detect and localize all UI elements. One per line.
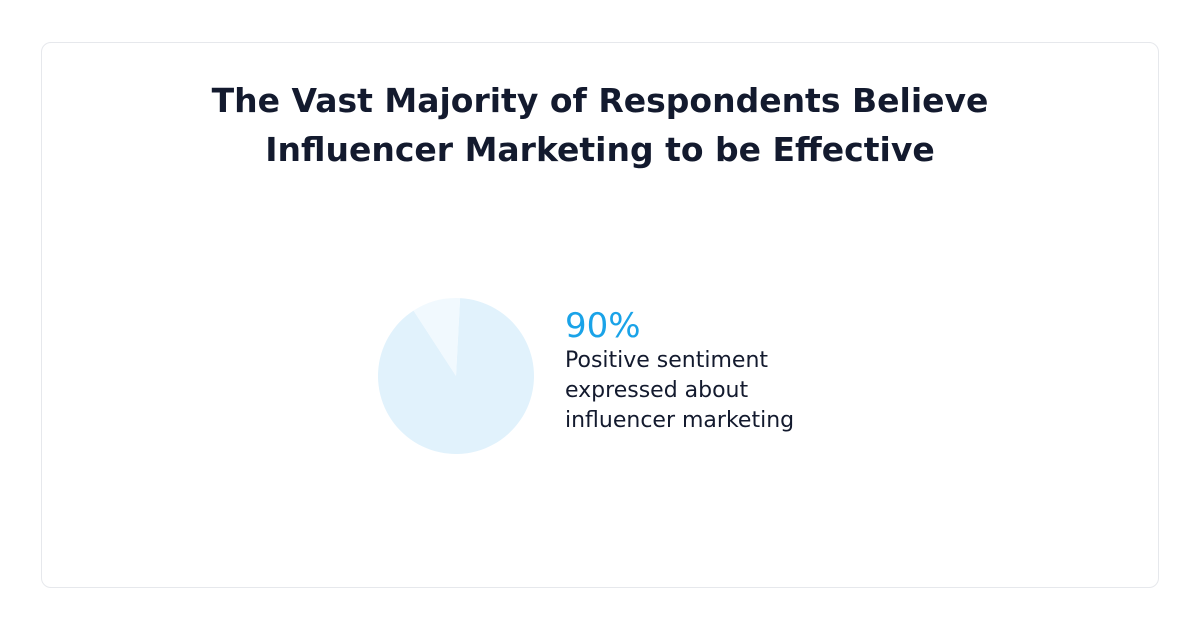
- pie-chart: [378, 298, 534, 454]
- card: [41, 42, 1159, 588]
- pie-slice: [413, 298, 461, 376]
- category-label: Positive sentiment expressed about influ…: [565, 348, 795, 433]
- chart-title: The Vast Majority of Respondents Believe…: [211, 81, 989, 169]
- value-label: 90%: [565, 306, 641, 346]
- pie-slice: [378, 298, 534, 454]
